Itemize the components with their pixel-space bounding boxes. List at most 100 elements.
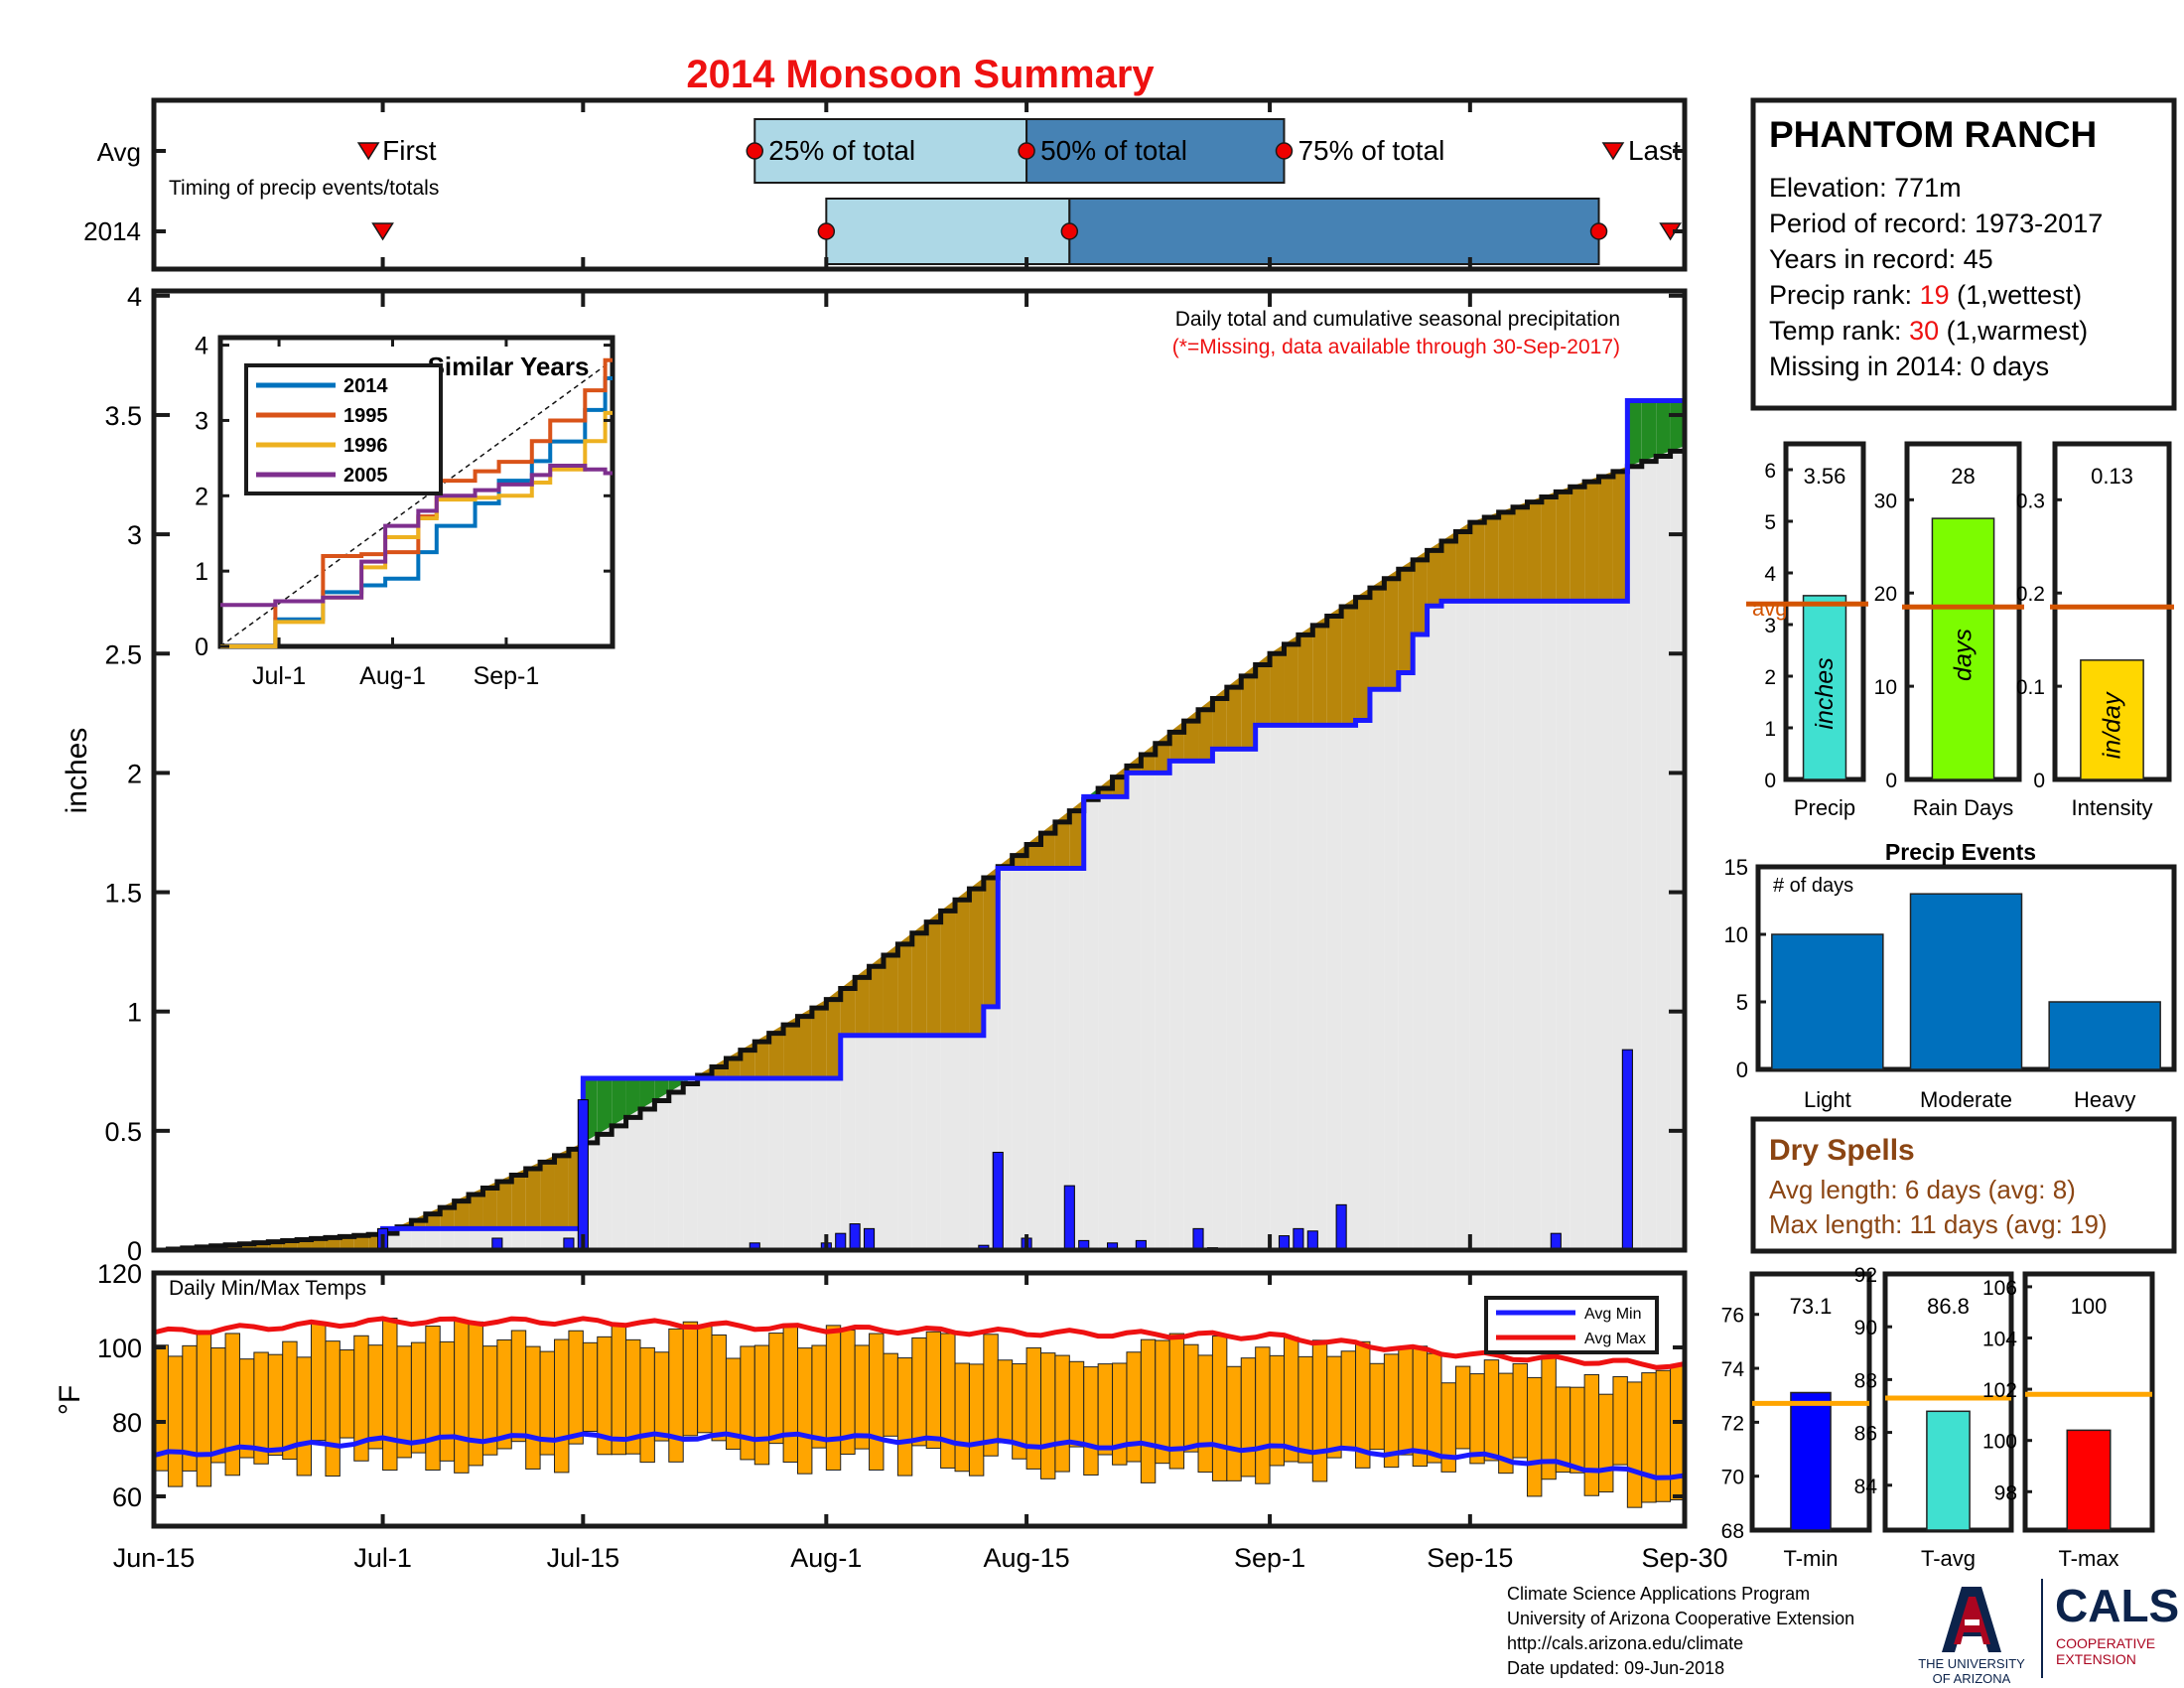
daily-temp-bar xyxy=(1369,1362,1385,1451)
daily-temp-bar xyxy=(954,1362,970,1473)
daily-temp-bar xyxy=(1039,1352,1056,1479)
cals-logo: CALS xyxy=(2055,1580,2179,1631)
temp-summary-ytick-label: 104 xyxy=(1982,1329,2017,1351)
above-average-fill xyxy=(1541,492,1557,602)
daily-temp-bar xyxy=(1626,1381,1643,1508)
x-tick-label: Jun-15 xyxy=(113,1543,196,1573)
above-average-fill xyxy=(1069,799,1084,869)
cumulative-fill-slice xyxy=(926,1035,941,1250)
temp-summary-ytick-label: 102 xyxy=(1982,1379,2017,1402)
above-average-fill xyxy=(883,943,898,1036)
daily-temp-bar xyxy=(311,1322,327,1442)
above-average-fill xyxy=(1527,496,1542,602)
daily-precip-bar xyxy=(1335,1203,1347,1251)
cumulative-fill-slice xyxy=(1369,689,1385,1250)
inset-xtick-label: Sep-1 xyxy=(474,662,540,690)
inset-legend-label: 1995 xyxy=(343,405,388,427)
daily-temp-bar xyxy=(825,1325,842,1471)
cumulative-fill-slice xyxy=(1513,601,1528,1250)
temp-ytick-label: 120 xyxy=(97,1259,142,1289)
above-average-fill xyxy=(869,955,884,1036)
x-tick-label: Jul-15 xyxy=(547,1543,620,1573)
daily-temp-bar xyxy=(869,1333,885,1471)
summary-ytick-label: 0.1 xyxy=(2016,676,2045,699)
cumulative-fill-slice xyxy=(840,1035,856,1250)
dry-spells-title: Dry Spells xyxy=(1769,1134,1915,1167)
ua-logo-text-1: THE UNIVERSITY xyxy=(1918,1656,2025,1671)
above-average-fill xyxy=(1584,476,1599,602)
precip-events-ytick-label: 10 xyxy=(1724,922,1748,947)
inset-ytick-label: 2 xyxy=(195,483,208,510)
precip-plot-area: 0 0.5 1 1.5 2 2.5 3 3.5 4 xyxy=(104,282,1688,1266)
summary-bar-Intensity xyxy=(2080,659,2144,780)
above-average-fill xyxy=(783,1016,798,1078)
cumulative-fill-slice xyxy=(1469,601,1485,1250)
above-average-fill xyxy=(1326,607,1342,726)
daily-temp-bar xyxy=(210,1347,226,1464)
summary-avg-label: avg xyxy=(1752,596,1787,621)
timing-marker-3 xyxy=(1589,222,1608,240)
daily-temp-bar xyxy=(1655,1369,1672,1502)
precip-ytick-label: 2.5 xyxy=(104,639,142,669)
daily-temp-bar xyxy=(1326,1355,1342,1459)
cals-sub-1: COOPERATIVE xyxy=(2056,1635,2155,1651)
temp-summary-label: T-avg xyxy=(1921,1546,1976,1571)
x-tick-label: Aug-1 xyxy=(790,1543,862,1573)
daily-temp-bar xyxy=(1469,1373,1485,1465)
cumulative-fill-slice xyxy=(654,1077,669,1250)
cumulative-fill-slice xyxy=(754,1077,769,1250)
timing-box-25-50 xyxy=(753,118,1028,184)
above-average-fill xyxy=(554,1149,569,1229)
above-average-fill xyxy=(496,1175,512,1229)
temp-summary-ytick-label: 106 xyxy=(1982,1277,2017,1300)
daily-temp-bar xyxy=(797,1347,813,1475)
timing-box-50-75 xyxy=(1025,118,1286,184)
cumulative-fill-slice xyxy=(1455,601,1470,1250)
dry-spells-avg: Avg length: 6 days (avg: 8) xyxy=(1769,1175,2076,1204)
cumulative-fill-slice xyxy=(1584,601,1599,1250)
inset-xtick-label: Jul-1 xyxy=(252,662,306,690)
precip-ytick-label: 4 xyxy=(127,282,142,312)
cumulative-fill-slice xyxy=(639,1077,655,1250)
daily-temp-bar xyxy=(896,1357,913,1477)
precip-ytick-label: 0 xyxy=(127,1236,142,1266)
summary-ytick-label: 5 xyxy=(1764,511,1776,534)
above-average-fill xyxy=(840,977,856,1036)
above-average-fill xyxy=(1398,559,1414,673)
summary-label: Rain Days xyxy=(1913,795,2013,820)
summary-ytick-label: 1 xyxy=(1764,718,1776,741)
daily-temp-bar xyxy=(1598,1393,1614,1493)
summary-ytick-label: 6 xyxy=(1764,460,1776,483)
daily-temp-bar xyxy=(1083,1366,1099,1476)
above-average-fill xyxy=(1212,687,1227,750)
above-average-fill xyxy=(1513,501,1528,602)
temp-panel-note: Daily Min/Max Temps xyxy=(169,1277,366,1300)
daily-temp-bar xyxy=(1140,1338,1157,1483)
station-temp-rank: Temp rank: 30 (1,warmest) xyxy=(1769,316,2088,346)
inset-average-dashed-line xyxy=(219,359,614,647)
daily-temp-bar xyxy=(496,1338,512,1450)
timing-box-50-75 xyxy=(1068,198,1600,265)
cumulative-fill-slice xyxy=(1384,689,1399,1250)
cumulative-fill-slice xyxy=(1312,725,1327,1250)
station-elevation: Elevation: 771m xyxy=(1769,173,1962,203)
cumulative-fill-slice xyxy=(1398,672,1414,1250)
daily-temp-bar xyxy=(1570,1386,1585,1474)
cumulative-fill-slice xyxy=(826,1077,841,1250)
temp-summary-ytick-label: 70 xyxy=(1721,1467,1744,1489)
footer-line-3: http://cals.arizona.edu/climate xyxy=(1507,1633,1743,1653)
daily-temp-bar xyxy=(697,1326,713,1434)
cumulative-fill-slice xyxy=(469,1228,483,1250)
precip-events-chart: Light Moderate Heavy 0 5 10 15 xyxy=(1724,855,2177,1112)
cumulative-fill-slice xyxy=(1341,725,1356,1250)
precip-event-bar-Heavy xyxy=(2048,1001,2161,1070)
precip-event-label: Heavy xyxy=(2074,1087,2135,1112)
cumulative-fill-slice xyxy=(1556,601,1570,1250)
summary-bars: 3.56 inches Precip 0 1 2 3 4 5 6 avg 28 days Rain Day… xyxy=(1746,441,2174,820)
summary-label: Intensity xyxy=(2072,795,2153,820)
daily-temp-bar xyxy=(468,1321,483,1467)
summary-value-Precip: 3.56 xyxy=(1804,464,1846,489)
cumulative-fill-slice xyxy=(1570,601,1585,1250)
university-of-arizona-logo: THE UNIVERSITY OF ARIZONA xyxy=(1918,1587,2025,1686)
cumulative-fill-slice xyxy=(1413,634,1428,1250)
